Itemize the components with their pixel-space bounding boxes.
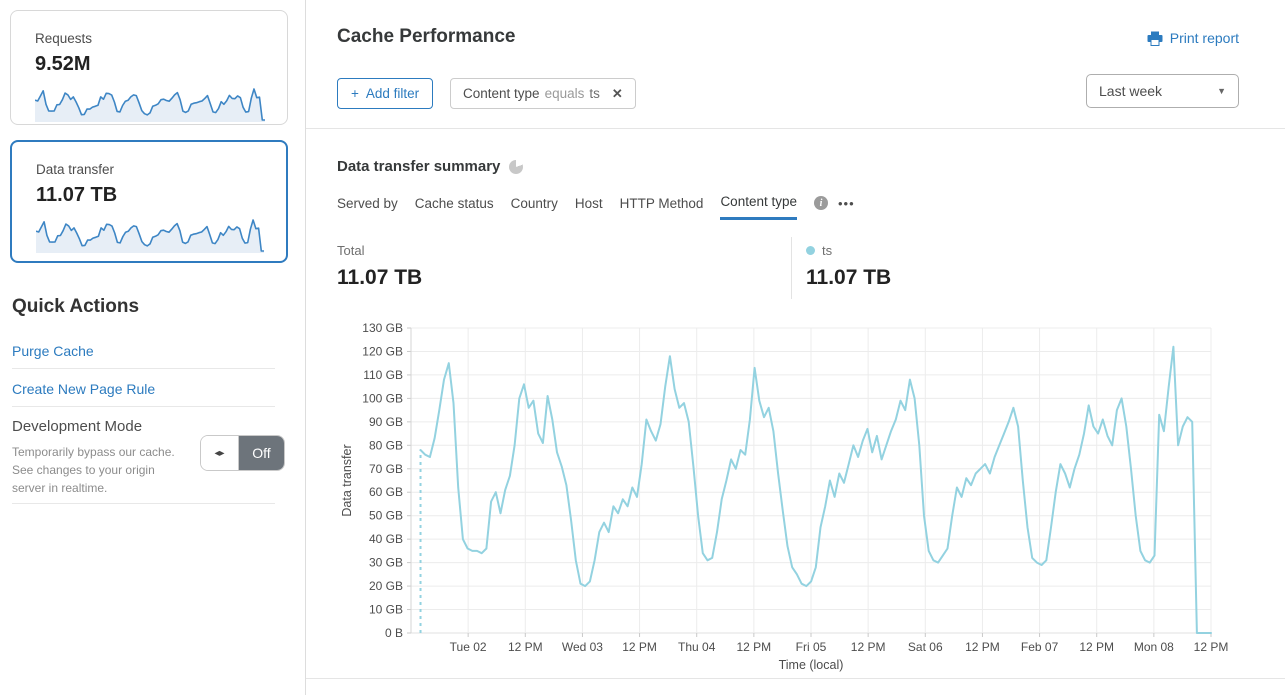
create-page-rule-link[interactable]: Create New Page Rule [12,381,156,397]
svg-text:110 GB: 110 GB [363,368,403,382]
quick-actions-heading: Quick Actions [12,296,140,317]
svg-text:130 GB: 130 GB [362,321,403,335]
filter-chip[interactable]: Content type equals ts ✕ [450,78,636,109]
tab-served-by[interactable]: Served by [337,195,398,211]
info-icon[interactable]: i [814,196,828,210]
svg-text:Fri 05: Fri 05 [796,640,827,654]
print-report-button[interactable]: Print report [1147,30,1239,46]
svg-text:90 GB: 90 GB [369,415,403,429]
printer-icon [1147,31,1163,46]
purge-cache-link[interactable]: Purge Cache [12,343,94,359]
svg-text:50 GB: 50 GB [369,509,403,523]
print-report-label: Print report [1169,30,1239,46]
development-mode-label: Development Mode [12,418,143,435]
tab-host[interactable]: Host [574,195,603,211]
svg-text:30 GB: 30 GB [369,556,403,570]
time-range-select[interactable]: Last week ▼ [1086,74,1239,108]
add-filter-label: Add filter [365,86,420,101]
svg-text:20 GB: 20 GB [369,579,403,593]
svg-text:60 GB: 60 GB [369,485,403,499]
tab-content-type[interactable]: Content type [720,194,797,220]
section-divider [306,678,1285,679]
svg-text:0 B: 0 B [385,626,403,640]
toggle-arrows-icon: ◂▸ [201,436,239,470]
svg-text:Data transfer: Data transfer [340,444,354,516]
data-transfer-line-chart: 0 B 10 GB 20 GB 30 GB 40 GB 50 GB 60 GB 70 GB 80… [340,321,1229,672]
svg-text:Tue 02: Tue 02 [450,640,487,654]
svg-text:100 GB: 100 GB [362,391,403,405]
svg-text:Thu 04: Thu 04 [678,640,716,654]
svg-text:40 GB: 40 GB [369,532,403,546]
filter-field: Content type [463,86,540,101]
sidebar-divider [12,503,275,504]
more-tabs-button[interactable]: ••• [838,195,855,211]
series-value: 11.07 TB [806,266,892,289]
sidebar: Requests 9.52M Data transfer 11.07 TB Qu… [0,0,305,695]
main-panel: Cache Performance Print report + Add fil… [305,0,1285,695]
svg-text:10 GB: 10 GB [369,603,403,617]
svg-text:Feb 07: Feb 07 [1021,640,1059,654]
svg-text:12 PM: 12 PM [965,640,1000,654]
page-title: Cache Performance [337,26,516,47]
sidebar-divider [12,368,275,369]
total-label: Total [337,243,365,258]
total-value: 11.07 TB [337,266,423,289]
tab-cache-status[interactable]: Cache status [414,195,494,211]
series-legend[interactable]: ts [806,243,832,258]
data-transfer-sparkline-chart [36,219,264,253]
requests-metric-card[interactable]: Requests 9.52M [10,10,288,125]
series-name: ts [822,243,833,258]
svg-text:12 PM: 12 PM [737,640,772,654]
svg-text:70 GB: 70 GB [369,462,403,476]
development-mode-toggle[interactable]: ◂▸ Off [200,435,285,471]
section-divider [306,128,1285,129]
data-transfer-card-label: Data transfer [36,162,115,177]
requests-card-label: Requests [35,31,93,46]
plus-icon: + [351,86,359,101]
filter-operator: equals [544,86,585,101]
svg-text:Wed 03: Wed 03 [562,640,603,654]
svg-text:12 PM: 12 PM [622,640,657,654]
svg-text:Time (local): Time (local) [779,658,844,672]
chevron-down-icon: ▼ [1217,86,1226,96]
summary-heading-row: Data transfer summary [337,158,524,175]
data-transfer-metric-card[interactable]: Data transfer 11.07 TB [10,140,288,263]
svg-text:Mon 08: Mon 08 [1134,640,1174,654]
dimension-tabs: Served by Cache status Country Host HTTP… [337,194,855,220]
time-range-value: Last week [1099,83,1163,99]
tab-country[interactable]: Country [510,195,558,211]
totals-divider [791,237,792,299]
remove-filter-icon[interactable]: ✕ [611,85,623,101]
filter-value: ts [589,86,600,101]
sidebar-divider [12,406,275,407]
series-dot-icon [806,246,815,255]
data-transfer-card-value: 11.07 TB [36,184,118,206]
svg-text:12 PM: 12 PM [851,640,886,654]
summary-heading: Data transfer summary [337,158,501,175]
requests-card-value: 9.52M [35,53,91,75]
svg-text:Sat 06: Sat 06 [908,640,943,654]
development-mode-description: Temporarily bypass our cache. See change… [12,445,175,495]
svg-text:12 PM: 12 PM [508,640,543,654]
svg-text:80 GB: 80 GB [369,438,403,452]
svg-text:120 GB: 120 GB [362,344,403,358]
pie-chart-icon [509,159,524,174]
svg-text:12 PM: 12 PM [1194,640,1229,654]
requests-sparkline-chart [35,88,265,122]
tab-http-method[interactable]: HTTP Method [619,195,704,211]
add-filter-button[interactable]: + Add filter [337,78,434,109]
toggle-state-label: Off [239,436,284,470]
svg-text:12 PM: 12 PM [1079,640,1114,654]
